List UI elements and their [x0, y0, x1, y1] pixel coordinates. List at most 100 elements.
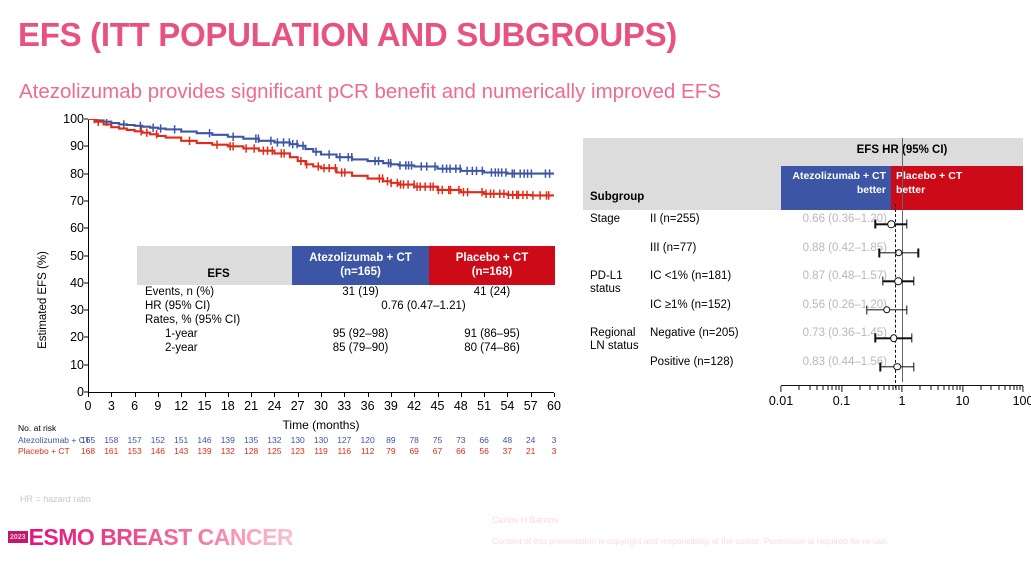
- km-y-tick-label: 20: [70, 330, 84, 345]
- page-subtitle: Atezolizumab provides significant pCR be…: [19, 80, 721, 103]
- no-at-risk-value: 125: [267, 446, 282, 456]
- no-at-risk-value: 89: [386, 435, 396, 445]
- km-x-tick-label: 45: [430, 399, 445, 413]
- forest-axis-tick-minor: [1016, 386, 1018, 390]
- forest-axis-tick-minor: [888, 386, 890, 390]
- km-censor-ticks-atezolizumab: [105, 119, 551, 178]
- no-at-risk-value: 3: [551, 435, 557, 445]
- no-at-risk-values: 165 158 157 152 151 146 139 135 132 130 130 127 120 8…: [81, 435, 588, 446]
- km-header-placebo-line1: Placebo + CT: [455, 252, 529, 264]
- km-header-atezo-line1: Atezolizumab + CT: [309, 252, 412, 264]
- km-y-tick-mark: [84, 173, 88, 175]
- km-x-tick-label: 33: [337, 399, 352, 413]
- km-y-tick-label: 100: [63, 112, 84, 126]
- no-at-risk-row-label: Placebo + CT: [18, 446, 70, 456]
- forest-axis-tick-minor: [980, 386, 982, 390]
- forest-axis-tick-major: [1022, 386, 1024, 392]
- forest-plot-panel: EFS HR (95% CI) Subgroup Atezolizumab + …: [583, 138, 1031, 423]
- forest-axis-tick-label: 0.01: [768, 394, 794, 408]
- km-x-tick-mark: [274, 393, 276, 397]
- km-y-axis-ticks: 0 10 20 30 40 50 60 70 80 90 100: [44, 112, 88, 399]
- forest-axis-tick-minor: [838, 386, 840, 390]
- km-y-tick-label: 70: [70, 193, 84, 208]
- forest-row-hr-value: 0.56 (0.26–1.20): [802, 298, 887, 311]
- km-table-value-atezolizumab: 85 (79–90): [332, 341, 389, 354]
- forest-axis-tick-minor: [952, 386, 954, 390]
- no-at-risk-value: 73: [456, 435, 466, 445]
- forest-axis-tick-minor: [869, 386, 871, 390]
- no-at-risk-value: 153: [127, 446, 142, 456]
- forest-axis-tick-label: 100: [1012, 394, 1031, 408]
- km-table-row-label: HR (95% CI): [145, 299, 211, 312]
- forest-axis-tick-minor: [930, 386, 932, 390]
- km-x-tick-mark: [460, 393, 462, 397]
- km-curve-placebo: [88, 119, 554, 197]
- km-table-row: Events, n (%) 31 (19) 41 (24): [137, 285, 555, 299]
- forest-axis-tick-minor: [877, 386, 879, 390]
- no-at-risk-value: 139: [197, 446, 212, 456]
- km-table-value-placebo: [429, 313, 555, 327]
- km-x-tick-mark: [554, 393, 555, 397]
- forest-axis-tick-minor: [919, 386, 921, 390]
- no-at-risk-value: 120: [360, 435, 375, 445]
- km-y-tick-label: 30: [70, 303, 84, 318]
- km-header-placebo-line2: (n=168): [471, 266, 513, 279]
- no-at-risk-value: 116: [337, 446, 352, 456]
- no-at-risk-row: Atezolizumab + CT 165 158 157 152 151 146 139 13…: [18, 435, 588, 446]
- km-x-tick-label: 57: [523, 399, 538, 413]
- km-x-tick-label: 36: [360, 399, 375, 413]
- forest-axis-tick-minor: [827, 386, 829, 390]
- no-at-risk-value: 130: [313, 435, 329, 445]
- no-at-risk-value: 139: [220, 435, 235, 445]
- forest-axis-tick-minor: [959, 386, 961, 390]
- km-y-tick-mark: [84, 255, 88, 256]
- no-at-risk-value: 132: [267, 435, 282, 445]
- forest-axis-tick-minor: [822, 386, 824, 390]
- km-x-tick-mark: [484, 393, 486, 397]
- forest-axis-tick-minor: [1013, 386, 1015, 390]
- forest-axis-tick-minor: [990, 386, 992, 390]
- km-table-value-placebo: 41 (24): [473, 285, 511, 298]
- forest-row: Positive (n=128) 0.83 (0.44–1.56): [583, 353, 1023, 382]
- km-y-tick-label: 0: [77, 385, 84, 399]
- km-x-tick-label: 54: [500, 399, 515, 413]
- forest-axis-tick-label: 1: [898, 394, 906, 408]
- no-at-risk-value: 69: [409, 446, 419, 456]
- no-at-risk-value: 24: [525, 435, 536, 445]
- forest-row-hr-value: 0.66 (0.36–1.20): [802, 213, 887, 225]
- km-y-tick-label: 50: [70, 248, 84, 263]
- forest-axis-tick-major: [780, 386, 782, 392]
- km-x-tick-label: 3: [107, 399, 115, 413]
- km-x-tick-label: 12: [174, 399, 189, 413]
- forest-row-group-label: Regional LN status: [590, 327, 639, 353]
- forest-axis-tick-minor: [956, 386, 958, 390]
- no-at-risk-value: 112: [360, 446, 375, 456]
- no-at-risk-value: 119: [314, 446, 328, 456]
- km-table-row: 2-year 85 (79–90) 80 (74–86): [137, 341, 555, 355]
- forest-plot-header: EFS HR (95% CI) Subgroup Atezolizumab + …: [583, 138, 1023, 210]
- km-x-axis-line: [88, 392, 554, 393]
- forest-axis-tick-minor: [943, 386, 945, 390]
- kaplan-meier-chart: Estimated EFS (%) 0 10 20 30 40 50 60 70 80 90 100…: [0, 112, 586, 472]
- no-at-risk-rows: Atezolizumab + CT 165 158 157 152 151 146 139 13…: [18, 435, 588, 457]
- no-at-risk-value: 78: [409, 435, 419, 445]
- km-y-tick-mark: [84, 364, 88, 366]
- km-x-tick-mark: [227, 393, 229, 397]
- forest-axis-tick-major: [901, 386, 903, 392]
- forest-axis-tick-minor: [898, 386, 900, 390]
- presentation-author: Carlos H Barrios: [492, 515, 559, 525]
- km-y-tick-label: 40: [70, 275, 84, 290]
- km-x-tick-mark: [507, 393, 509, 397]
- km-header-atezo-line2: (n=165): [340, 266, 381, 279]
- km-y-tick-mark: [84, 309, 88, 311]
- forest-row-hr-value: 0.83 (0.44–1.56): [802, 355, 887, 368]
- no-at-risk-value: 123: [290, 446, 305, 456]
- km-x-tick-mark: [134, 393, 136, 397]
- forest-header-title: EFS HR (95% CI): [856, 144, 948, 156]
- km-x-tick-mark: [367, 393, 369, 397]
- km-x-tick-label: 6: [131, 399, 139, 413]
- km-table-row-header: EFS: [137, 246, 292, 285]
- footnote-abbreviations: HR = hazard ratio: [20, 494, 91, 504]
- km-table-value-atezolizumab: 95 (92–98): [332, 327, 389, 340]
- km-y-tick-mark: [84, 200, 88, 202]
